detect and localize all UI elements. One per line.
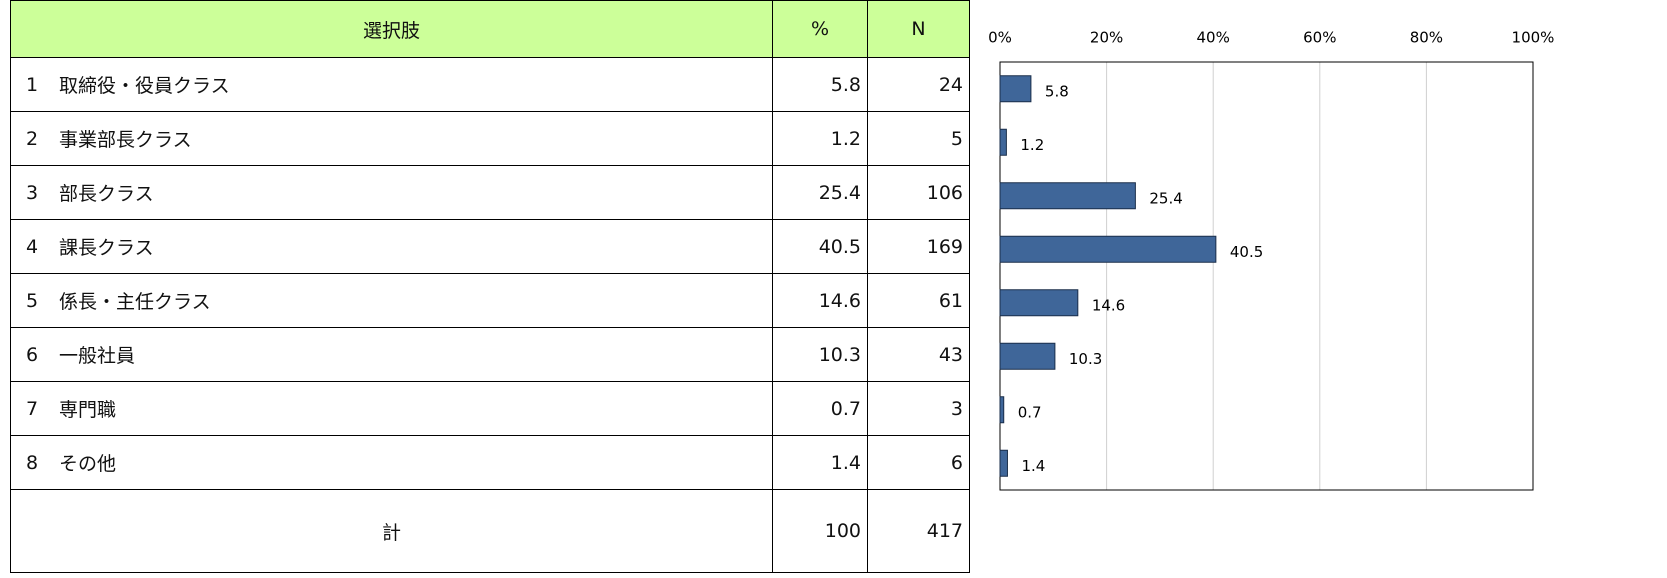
x-tick-label: 100%	[1512, 29, 1555, 47]
count-cell: 43	[867, 327, 970, 382]
header-row: 選択肢% N	[10, 0, 970, 58]
row-label: 専門職	[53, 381, 773, 436]
data-label: 0.7	[1018, 403, 1042, 421]
total-label: 計	[10, 489, 773, 573]
bar	[999, 342, 1056, 370]
bar	[999, 289, 1079, 317]
data-label: 5.8	[1045, 82, 1069, 100]
count-cell: 6	[867, 435, 970, 490]
results-table: 選択肢% N 1 取締役・役員クラス 5.8 24 2 事業部長クラス 1.2 5 3 部長クラス 25…	[10, 0, 970, 573]
table-row: 8 その他 1.4 6	[10, 435, 970, 490]
total-count: 417	[867, 489, 970, 573]
bar	[999, 235, 1217, 263]
table-row: 5 係長・主任クラス 14.6 61	[10, 273, 970, 328]
table-row: 3 部長クラス 25.4 106	[10, 165, 970, 220]
row-number: 6	[10, 327, 53, 382]
row-number: 7	[10, 381, 53, 436]
count-cell: 3	[867, 381, 970, 436]
data-label: 10.3	[1069, 350, 1102, 368]
row-label: 事業部長クラス	[53, 111, 773, 166]
row-label: 一般社員	[53, 327, 773, 382]
data-label: 1.2	[1020, 136, 1044, 154]
row-number: 3	[10, 165, 53, 220]
percent-cell: 0.7	[772, 381, 868, 436]
x-tick-label: 20%	[1090, 29, 1123, 47]
percent-cell: 10.3	[772, 327, 868, 382]
x-tick-label: 0%	[988, 29, 1012, 47]
x-tick-label: 80%	[1410, 29, 1443, 47]
x-tick-label: 40%	[1197, 29, 1230, 47]
table-row: 4 課長クラス 40.5 169	[10, 219, 970, 274]
bar	[999, 396, 1005, 424]
row-number: 5	[10, 273, 53, 328]
data-label: 14.6	[1092, 296, 1125, 314]
percent-cell: 40.5	[772, 219, 868, 274]
percent-cell: 1.2	[772, 111, 868, 166]
count-cell: 24	[867, 57, 970, 112]
total-row: 計 100 417	[10, 489, 970, 573]
bar	[999, 128, 1007, 156]
count-cell: 169	[867, 219, 970, 274]
x-tick-label: 60%	[1303, 29, 1336, 47]
row-number: 1	[10, 57, 53, 112]
table-row: 6 一般社員 10.3 43	[10, 327, 970, 382]
count-cell: 5	[867, 111, 970, 166]
row-number: 2	[10, 111, 53, 166]
data-label: 25.4	[1149, 189, 1182, 207]
percent-cell: 25.4	[772, 165, 868, 220]
data-label: 1.4	[1021, 457, 1045, 475]
data-label: 40.5	[1230, 243, 1263, 261]
bar	[999, 182, 1136, 210]
row-label: 部長クラス	[53, 165, 773, 220]
bar	[999, 75, 1032, 103]
table-row: 7 専門職 0.7 3	[10, 381, 970, 436]
table-row: 2 事業部長クラス 1.2 5	[10, 111, 970, 166]
plot-frame	[999, 61, 1534, 491]
header-cell: 選択肢	[10, 0, 773, 58]
total-percent: 100	[772, 489, 868, 573]
bar	[999, 449, 1008, 477]
